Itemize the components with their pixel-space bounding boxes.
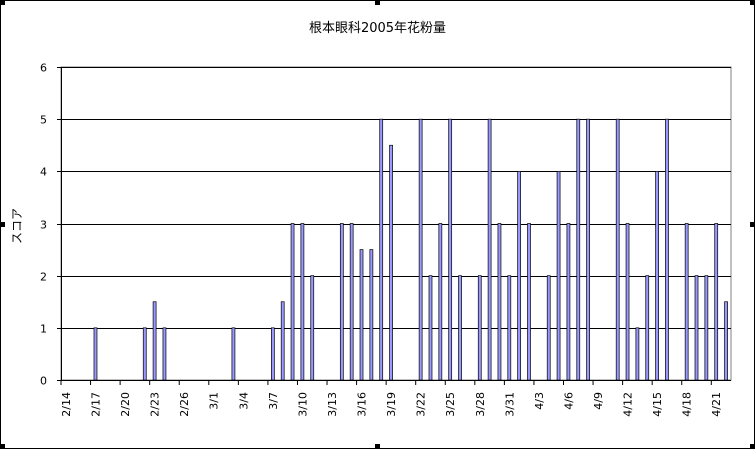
bar — [349, 223, 354, 381]
bar — [448, 118, 453, 381]
y-tick-label: 1 — [40, 323, 47, 336]
bar — [152, 301, 157, 381]
axes — [57, 67, 731, 385]
resize-handle-middle-left[interactable] — [0, 222, 5, 227]
bar — [655, 170, 659, 381]
x-tick-label: 3/22 — [415, 392, 428, 417]
x-tick-label: 3/10 — [296, 392, 309, 417]
bar — [280, 301, 285, 381]
y-tick-label: 3 — [40, 219, 47, 232]
bar — [645, 275, 650, 381]
bar — [497, 223, 502, 381]
y-tick-label: 2 — [40, 271, 47, 284]
x-tick-label: 4/18 — [681, 392, 694, 417]
x-tick-label: 4/6 — [562, 392, 575, 410]
resize-handle-top-center[interactable] — [375, 0, 380, 5]
resize-handle-top-right[interactable] — [750, 0, 755, 5]
bar — [566, 223, 571, 381]
gridlines — [60, 66, 732, 381]
x-tick-label: 2/23 — [149, 392, 162, 417]
bar — [586, 118, 590, 381]
bar — [270, 327, 275, 381]
x-tick-label: 4/9 — [592, 392, 605, 410]
bar — [615, 118, 620, 381]
x-tick-label: 3/16 — [356, 392, 369, 417]
x-tick-label: 4/12 — [622, 392, 635, 417]
x-tick-label: 3/4 — [237, 392, 250, 410]
x-tick-label: 3/7 — [267, 392, 280, 410]
bar — [93, 327, 98, 381]
bar — [576, 118, 581, 381]
bar — [418, 118, 423, 381]
y-tick-label: 6 — [40, 62, 47, 75]
resize-handle-bottom-center[interactable] — [375, 444, 380, 449]
bar — [300, 223, 305, 381]
x-tick-label: 2/26 — [178, 392, 191, 417]
bar — [527, 223, 531, 381]
x-tick-label: 2/20 — [119, 392, 132, 417]
x-tick-label: 3/1 — [208, 392, 221, 410]
bar — [477, 275, 482, 381]
bar — [389, 144, 393, 381]
tick-labels: 0 1 2 3 4 5 6 2/14 2/17 2/20 2/23 2/26 3/1 3/4 3/7 3/10… — [40, 62, 723, 417]
x-tick-label: 4/21 — [710, 392, 723, 417]
x-tick-label: 2/17 — [89, 392, 102, 417]
x-tick-label: 3/25 — [444, 392, 457, 417]
bar — [231, 327, 236, 381]
bar — [704, 275, 709, 381]
x-tick-label: 3/31 — [503, 392, 516, 417]
bar — [665, 118, 669, 381]
bar — [162, 327, 167, 381]
bars — [93, 118, 728, 381]
bar — [487, 118, 492, 381]
bar — [694, 275, 699, 381]
bar — [438, 223, 443, 381]
bar — [684, 223, 689, 381]
bar — [556, 170, 561, 381]
bar — [428, 275, 433, 381]
x-tick-label: 4/3 — [533, 392, 546, 410]
y-tick-label: 4 — [40, 166, 47, 179]
resize-handle-bottom-left[interactable] — [0, 444, 5, 449]
bar — [635, 327, 640, 381]
y-tick-label: 0 — [40, 375, 47, 388]
y-tick-label: 5 — [40, 114, 47, 127]
bar — [714, 223, 719, 381]
bar — [369, 249, 374, 381]
bar — [625, 223, 630, 381]
bar — [546, 275, 551, 381]
bar — [359, 249, 364, 381]
bar — [458, 275, 462, 381]
bar — [379, 118, 384, 381]
bar — [310, 275, 315, 381]
bar — [142, 327, 147, 381]
resize-handle-bottom-right[interactable] — [750, 444, 755, 449]
x-tick-label: 4/15 — [651, 392, 664, 417]
x-tick-label: 3/19 — [385, 392, 398, 417]
resize-handle-top-left[interactable] — [0, 0, 5, 5]
resize-handle-middle-right[interactable] — [750, 222, 755, 227]
bar — [724, 301, 728, 381]
plot-area — [60, 66, 732, 381]
chart-title: 根本眼科2005年花粉量 — [308, 21, 447, 36]
x-tick-label: 3/28 — [474, 392, 487, 417]
bar — [507, 275, 512, 381]
x-tick-label: 3/13 — [326, 392, 339, 417]
bar — [517, 170, 522, 381]
bar — [339, 223, 344, 381]
x-tick-label: 2/14 — [60, 392, 73, 417]
bar — [290, 223, 295, 381]
